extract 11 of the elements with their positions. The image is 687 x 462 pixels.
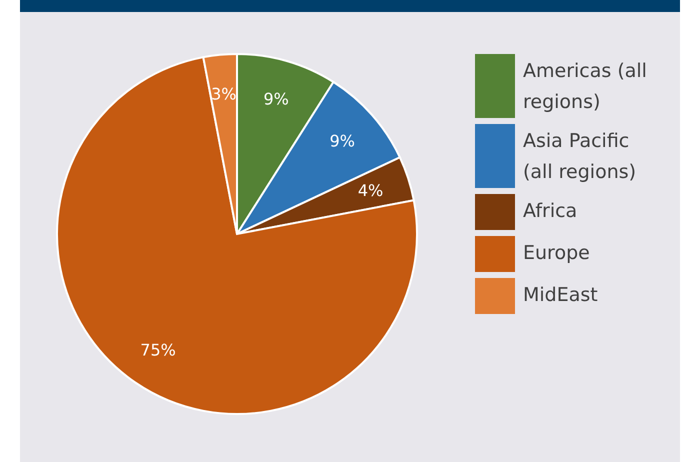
data-label: 4% (358, 181, 384, 200)
data-label: 75% (140, 340, 176, 360)
data-label: 3% (211, 84, 236, 104)
data-label: 9% (330, 132, 356, 151)
legend-label: Americas (all regions) (523, 59, 648, 115)
legend-label: Europe (523, 241, 591, 266)
legend-label: Africa (523, 199, 578, 224)
legend-label: MidEast (523, 283, 599, 308)
pie-slice (56, 56, 418, 415)
legend-label: Asia Pacific (all regions) (523, 129, 638, 185)
data-label: 9% (263, 90, 289, 109)
